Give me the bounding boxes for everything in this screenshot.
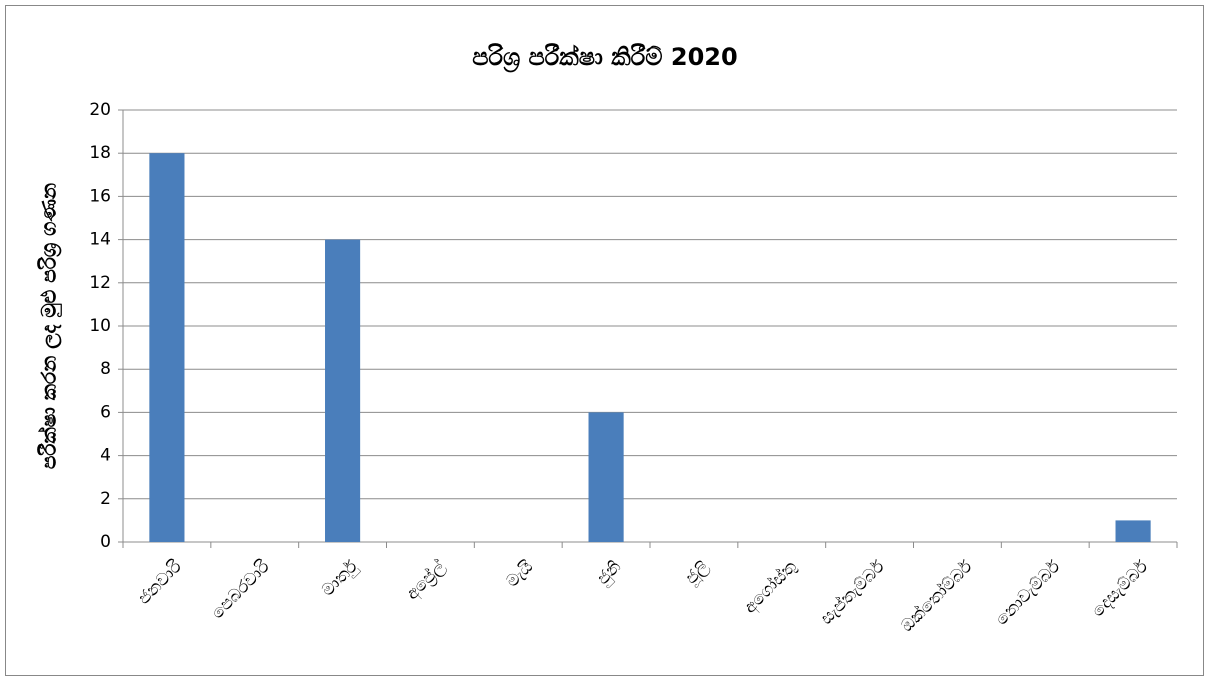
chart-border (5, 5, 1204, 676)
y-tick-label: 2 (100, 489, 111, 509)
y-tick-label: 6 (100, 402, 111, 422)
y-tick-label: 18 (89, 143, 111, 163)
y-tick-label: 12 (89, 273, 111, 293)
y-axis-label: පරීක්ෂා කරන ලද මුළු පරිශ්‍ර ගණන (36, 183, 63, 469)
y-tick-label: 14 (89, 230, 111, 250)
y-tick-label: 8 (100, 359, 111, 379)
bar (325, 239, 361, 542)
y-tick-label: 4 (100, 446, 111, 466)
bar (149, 153, 185, 542)
y-tick-label: 16 (89, 186, 111, 206)
bar (588, 412, 624, 542)
chart-title: පරිශ්‍ර පරීක්ෂා කිරීම් 2020 (472, 43, 737, 73)
y-tick-label: 10 (89, 316, 111, 336)
bar (1115, 520, 1151, 542)
y-tick-label: 0 (100, 532, 111, 552)
y-tick-label: 20 (89, 100, 111, 120)
